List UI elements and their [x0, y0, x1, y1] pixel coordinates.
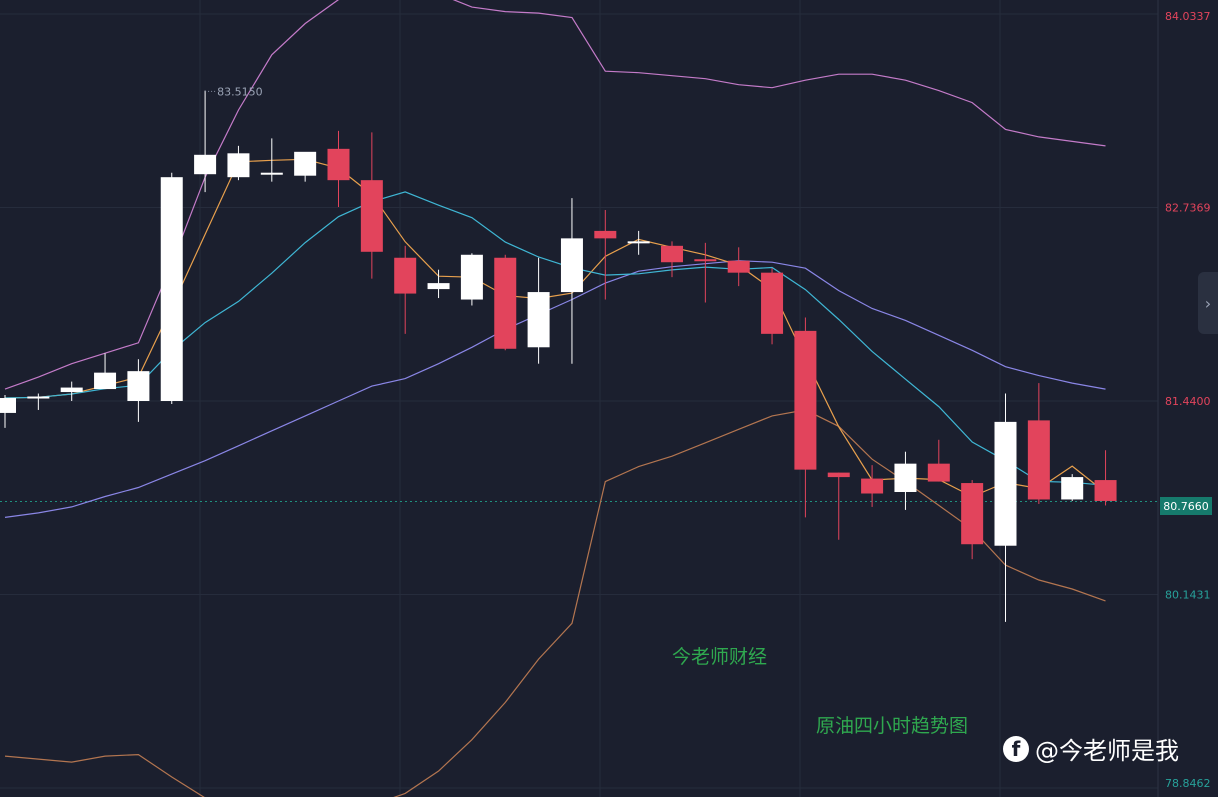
candle-body	[727, 260, 750, 273]
upper-band-line	[4, 0, 1106, 390]
candle-body	[160, 177, 183, 401]
candle	[227, 145, 250, 181]
candle-body	[627, 241, 650, 244]
watermark-site: 今老师财经	[672, 646, 768, 668]
candle-body	[94, 372, 117, 390]
ma-short-line	[4, 158, 1106, 498]
candle-body	[594, 230, 617, 239]
candle-body	[127, 371, 150, 401]
candle-body	[527, 292, 550, 348]
candle-body	[894, 463, 917, 493]
candle-body	[27, 396, 50, 399]
candle	[327, 130, 350, 208]
candle-body	[694, 259, 717, 262]
candle-body	[661, 245, 683, 263]
candle-body	[227, 153, 250, 178]
candle-body	[0, 398, 16, 413]
candle	[260, 138, 283, 182]
candle	[927, 439, 950, 482]
candle	[94, 353, 117, 390]
brand-logo-icon: f	[1003, 735, 1029, 762]
price-axis-label: 82.7369	[1165, 201, 1211, 214]
candle-body	[560, 238, 583, 293]
candle	[1094, 450, 1117, 506]
candle	[794, 317, 817, 518]
candle	[761, 268, 784, 345]
candle-body	[327, 148, 350, 181]
brand-watermark: f @今老师是我	[1003, 731, 1179, 766]
candle-body	[927, 463, 950, 482]
candle	[727, 247, 750, 287]
candle-body	[794, 330, 817, 470]
chart-caption: 原油四小时趋势图	[816, 715, 969, 737]
candle	[994, 393, 1017, 622]
price-axis: 84.0337 82.7369 81.4400 80.1431 78.8462	[1165, 10, 1211, 790]
candle	[894, 451, 917, 510]
candle	[694, 242, 717, 303]
candle-body	[60, 387, 83, 393]
candle-body	[394, 257, 417, 294]
candle	[494, 254, 517, 351]
candle	[460, 253, 483, 306]
candle-body	[1061, 477, 1084, 500]
candle-body	[761, 272, 784, 334]
candle-body	[194, 154, 217, 175]
candle	[527, 257, 550, 364]
candle	[627, 230, 650, 255]
candle	[0, 395, 16, 428]
ma-mid-line	[4, 191, 1106, 486]
price-axis-label: 81.4400	[1165, 395, 1211, 408]
lower-band-line	[4, 409, 1106, 797]
candle-body	[994, 421, 1017, 546]
candle-body	[294, 151, 317, 176]
candle-body	[827, 472, 850, 478]
current-price-tag: 80.7660	[1160, 497, 1212, 515]
candle-body	[260, 172, 283, 175]
candle	[160, 172, 183, 404]
candle	[60, 381, 83, 401]
candle	[360, 132, 383, 279]
candle	[194, 90, 217, 193]
candle-body	[494, 257, 517, 349]
candle	[827, 472, 850, 540]
candle-body	[360, 180, 383, 252]
candle	[27, 393, 50, 410]
candle	[1027, 383, 1050, 504]
price-axis-label: 80.1431	[1165, 588, 1211, 601]
candle	[1061, 474, 1084, 501]
candle	[594, 210, 617, 300]
candle-body	[427, 283, 450, 290]
candle	[961, 480, 984, 560]
price-axis-label: 84.0337	[1165, 10, 1211, 23]
high-marker-label: 83.5150	[217, 85, 263, 98]
candle-body	[460, 254, 483, 300]
candle	[294, 151, 317, 182]
indicator-lines	[4, 0, 1106, 797]
price-axis-label: 78.8462	[1165, 777, 1211, 790]
candle-body	[961, 483, 984, 545]
candle-body	[1027, 420, 1050, 500]
middle-band-line	[4, 260, 1106, 518]
candle-body	[1094, 480, 1117, 501]
candle	[394, 245, 417, 334]
candle	[861, 465, 884, 507]
candle-body	[861, 478, 884, 494]
candle	[127, 359, 150, 422]
candles: 83.5150	[0, 85, 1117, 622]
brand-handle: @今老师是我	[1035, 737, 1179, 765]
candle	[560, 198, 583, 364]
expand-panel-chevron-icon[interactable]: ›	[1198, 272, 1218, 334]
candle	[661, 241, 683, 278]
candle	[427, 269, 450, 299]
